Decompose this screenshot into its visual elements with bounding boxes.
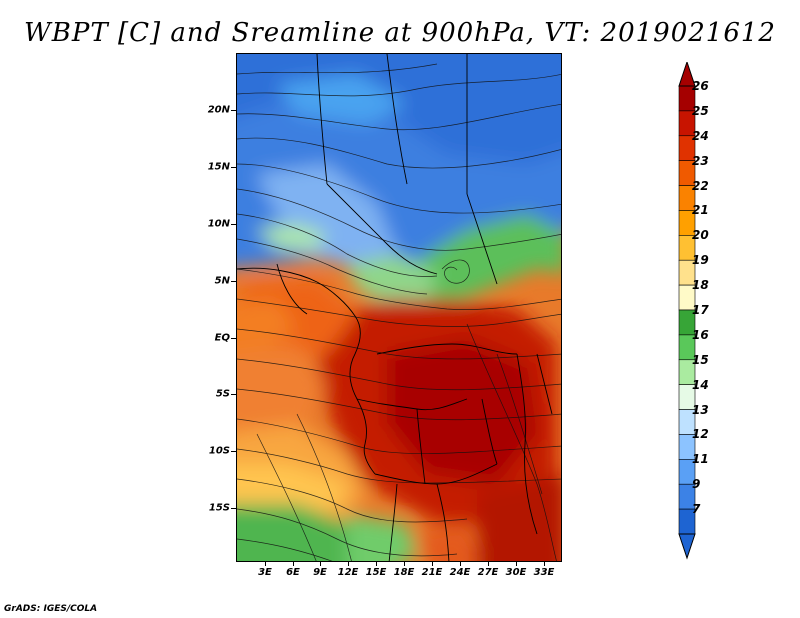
lon-tick [516,562,517,566]
lat-label-15s: 15S [208,502,230,514]
lon-label-6e: 6E [286,567,300,578]
lon-tick [544,562,545,566]
colorbar-label: 15 [692,352,709,367]
lon-tick [348,562,349,566]
lon-label-15e: 15E [365,567,387,578]
colorbar-label: 23 [692,153,709,168]
lon-label-33e: 33E [533,567,555,578]
lat-tick [231,451,236,452]
lat-tick [231,281,236,282]
colorbar-under-triangle [678,533,696,560]
lon-label-24e: 24E [449,567,471,578]
lat-label-15n: 15N [207,161,230,173]
colorbar-label: 22 [692,178,709,193]
lat-label-20n: 20N [207,104,230,116]
lon-label-9e: 9E [313,567,327,578]
country-borders [237,54,553,561]
lon-tick [293,562,294,566]
lon-tick [460,562,461,566]
colorbar-label: 12 [692,427,709,442]
lat-tick [231,224,236,225]
lon-tick [320,562,321,566]
lat-tick [231,394,236,395]
lon-label-21e: 21E [421,567,443,578]
lon-tick [404,562,405,566]
colorbar-label: 11 [692,452,709,467]
wbpt-map [237,54,561,561]
lon-label-12e: 12E [337,567,359,578]
lat-tick [231,508,236,509]
lon-tick [265,562,266,566]
colorbar-label: 26 [692,79,709,93]
lat-tick [231,167,236,168]
colorbar [678,62,696,560]
lon-label-3e: 3E [258,567,272,578]
colorbar-label: 14 [692,377,709,392]
colorbar-label: 7 [692,502,701,517]
lat-label-10n: 10N [207,218,230,230]
temperature-field [237,54,561,561]
colorbar-over-triangle [678,62,696,87]
lon-tick [432,562,433,566]
colorbar-label: 24 [692,128,709,143]
grads-credit: GrADS: IGES/COLA [4,604,98,614]
chart-title: WBPT [C] and Sreamline at 900hPa, VT: 20… [24,18,776,48]
lon-tick [488,562,489,566]
colorbar-label: 16 [692,327,709,342]
lon-label-18e: 18E [393,567,415,578]
lat-label-10s: 10S [208,445,230,457]
lon-tick [376,562,377,566]
lat-label-5s: 5S [215,388,230,400]
lat-label-5n: 5N [214,275,230,287]
colorbar-label: 9 [692,477,701,492]
lat-tick [231,338,236,339]
colorbar-label: 21 [692,203,709,218]
lon-label-30e: 30E [505,567,527,578]
lat-tick [231,110,236,111]
colorbar-label: 25 [692,103,709,118]
lat-label-eq: EQ [214,332,230,344]
lon-label-27e: 27E [477,567,499,578]
colorbar-label: 20 [692,228,709,243]
colorbar-label: 13 [692,402,709,417]
colorbar-label: 18 [692,278,709,293]
streamlines [237,63,561,561]
colorbar-label: 17 [692,303,709,317]
colorbar-label: 19 [692,253,709,268]
map-panel [236,53,562,562]
